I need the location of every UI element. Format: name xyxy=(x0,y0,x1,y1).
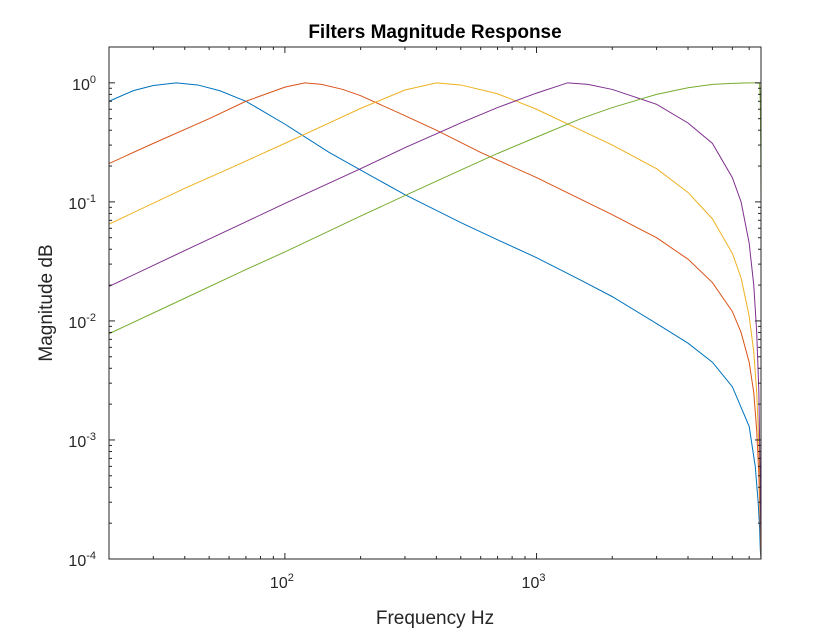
x-tick-label: 103 xyxy=(522,572,546,592)
y-axis-label: Magnitude dB xyxy=(36,244,57,361)
series-line-1 xyxy=(108,82,762,560)
series-line-2 xyxy=(108,82,762,560)
series-line-4 xyxy=(108,82,762,560)
plot-frame xyxy=(108,46,762,560)
x-tick-label: 102 xyxy=(270,572,294,592)
tick-layer: 102 103 100 10-1 10-2 10-3 10-4 xyxy=(68,46,761,592)
y-tick-label: 10-1 xyxy=(68,193,96,213)
y-tick-label: 100 xyxy=(72,74,96,94)
y-tick-label: 10-4 xyxy=(68,550,96,570)
y-tick-label: 10-3 xyxy=(68,431,96,451)
plot-area xyxy=(109,47,761,559)
x-axis-label: Frequency Hz xyxy=(376,608,494,629)
y-tick-label: 10-2 xyxy=(68,312,96,332)
series-line-3 xyxy=(108,82,762,560)
series-layer xyxy=(108,82,762,560)
chart-title: Filters Magnitude Response xyxy=(308,22,561,43)
